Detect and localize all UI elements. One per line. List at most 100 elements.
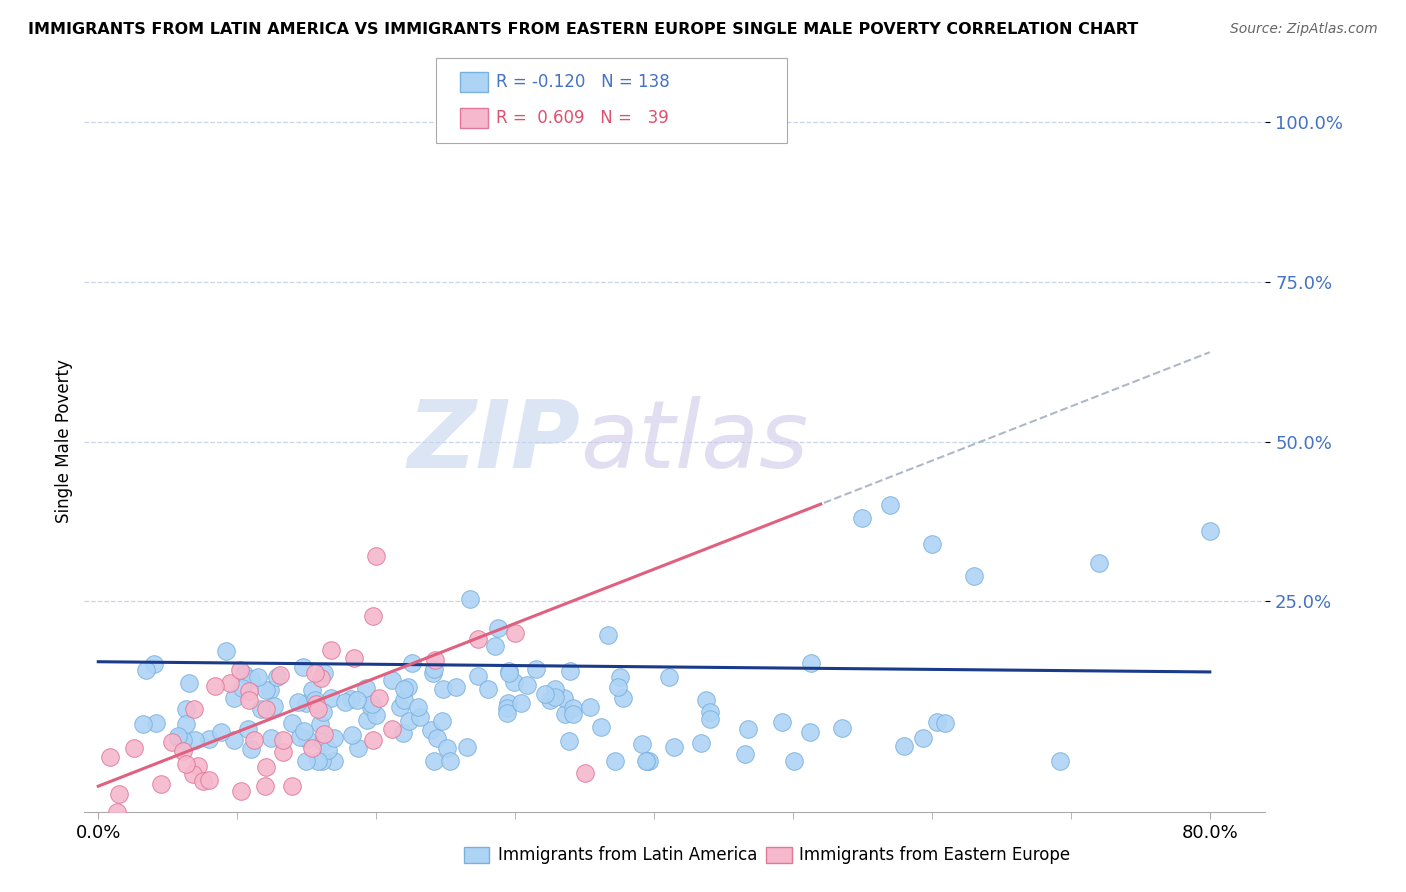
Point	[630, 737, 652, 751]
Point	[229, 663, 252, 677]
Point	[456, 740, 478, 755]
Point	[263, 699, 285, 714]
Point	[314, 666, 336, 681]
Point	[243, 733, 266, 747]
Point	[204, 679, 226, 693]
Point	[149, 777, 172, 791]
Text: R =  0.609   N =   39: R = 0.609 N = 39	[496, 109, 669, 127]
Point	[799, 724, 821, 739]
Point	[486, 621, 509, 635]
Point	[174, 757, 197, 772]
Point	[236, 722, 259, 736]
Point	[304, 665, 326, 680]
Point	[381, 723, 404, 737]
Point	[770, 715, 793, 730]
Point	[636, 754, 658, 768]
Point	[831, 721, 853, 735]
Point	[558, 734, 581, 748]
Point	[288, 730, 311, 744]
Point	[516, 678, 538, 692]
Text: Immigrants from Latin America: Immigrants from Latin America	[498, 847, 756, 864]
Point	[467, 669, 489, 683]
Point	[231, 783, 253, 797]
Point	[467, 632, 489, 646]
Point	[598, 628, 620, 642]
Point	[231, 681, 253, 695]
Point	[347, 740, 370, 755]
Point	[432, 681, 454, 696]
Text: R = -0.120   N = 138: R = -0.120 N = 138	[496, 73, 671, 91]
Point	[695, 692, 717, 706]
Point	[502, 674, 524, 689]
Point	[311, 754, 333, 768]
Point	[510, 696, 533, 710]
Point	[232, 667, 254, 681]
Point	[381, 673, 404, 687]
Point	[391, 726, 413, 740]
Point	[420, 723, 443, 737]
Point	[333, 695, 356, 709]
Text: Immigrants from Eastern Europe: Immigrants from Eastern Europe	[799, 847, 1070, 864]
Point	[912, 731, 935, 745]
Point	[423, 754, 446, 768]
Point	[316, 742, 339, 756]
Point	[524, 662, 547, 676]
Point	[398, 714, 420, 728]
Point	[323, 731, 346, 745]
Point	[637, 754, 659, 768]
Point	[292, 660, 315, 674]
Text: IMMIGRANTS FROM LATIN AMERICA VS IMMIGRANTS FROM EASTERN EUROPE SINGLE MALE POVE: IMMIGRANTS FROM LATIN AMERICA VS IMMIGRA…	[28, 22, 1139, 37]
Point	[1049, 754, 1071, 768]
Point	[305, 698, 328, 712]
Point	[782, 754, 804, 768]
Point	[343, 651, 366, 665]
Point	[361, 733, 384, 747]
Point	[174, 702, 197, 716]
Text: Source: ZipAtlas.com: Source: ZipAtlas.com	[1230, 22, 1378, 37]
Point	[389, 700, 412, 714]
Point	[312, 735, 335, 749]
Point	[287, 695, 309, 709]
Point	[360, 699, 382, 714]
Point	[181, 767, 204, 781]
Point	[218, 676, 240, 690]
Point	[301, 741, 323, 756]
Point	[578, 700, 600, 714]
Point	[422, 666, 444, 681]
Point	[458, 591, 481, 606]
Point	[612, 691, 634, 706]
Point	[553, 691, 575, 706]
Point	[198, 732, 221, 747]
Point	[167, 731, 190, 746]
Point	[425, 653, 447, 667]
Point	[589, 720, 612, 734]
Point	[558, 664, 581, 678]
Point	[132, 717, 155, 731]
Point	[307, 754, 329, 768]
Point	[98, 750, 121, 764]
Point	[1198, 524, 1220, 538]
Point	[366, 549, 388, 564]
Point	[367, 691, 389, 706]
Point	[238, 683, 260, 698]
Point	[392, 693, 415, 707]
Point	[254, 760, 277, 774]
Point	[498, 665, 520, 679]
Point	[249, 701, 271, 715]
Point	[921, 536, 943, 550]
Text: ZIP: ZIP	[408, 395, 581, 488]
Point	[636, 754, 658, 768]
Point	[503, 626, 526, 640]
Point	[321, 643, 343, 657]
Point	[396, 680, 419, 694]
Point	[292, 724, 315, 739]
Point	[122, 740, 145, 755]
Point	[183, 701, 205, 715]
Point	[658, 670, 681, 684]
Point	[309, 717, 332, 731]
Point	[304, 693, 326, 707]
Point	[444, 680, 467, 694]
Point	[879, 499, 901, 513]
Point	[543, 682, 565, 697]
Point	[1087, 556, 1109, 570]
